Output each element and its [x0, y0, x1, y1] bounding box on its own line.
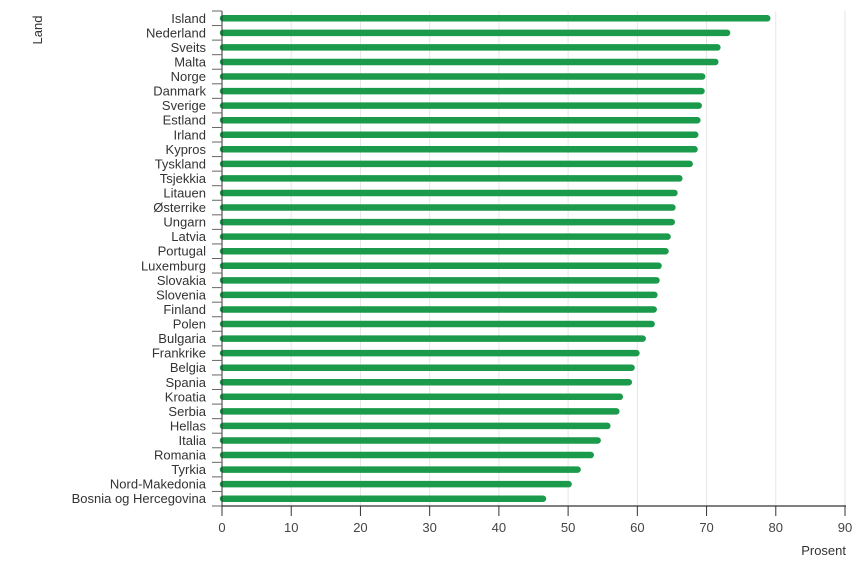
x-tick-label: 80	[769, 520, 783, 535]
category-label: Polen	[173, 317, 206, 332]
gridlines	[290, 11, 846, 506]
category-label: Danmark	[153, 84, 206, 99]
category-label: Spania	[166, 375, 207, 390]
y-axis-labels: IslandNederlandSveitsMaltaNorgeDanmarkSv…	[72, 10, 223, 507]
x-tick-label: 0	[218, 520, 225, 535]
category-label: Luxemburg	[141, 258, 206, 273]
category-label: Belgia	[170, 360, 207, 375]
x-tick-label: 50	[561, 520, 575, 535]
x-tick-label: 40	[492, 520, 506, 535]
bars	[219, 15, 771, 502]
category-label: Italia	[179, 433, 207, 448]
category-label: Romania	[154, 448, 207, 463]
category-label: Nederland	[146, 25, 206, 40]
y-axis-title: Land	[30, 16, 45, 45]
category-label: Irland	[173, 127, 206, 142]
category-label: Litauen	[163, 185, 206, 200]
category-label: Østerrike	[153, 200, 206, 215]
category-label: Tyrkia	[171, 462, 206, 477]
category-label: Nord-Makedonia	[110, 477, 207, 492]
category-label: Latvia	[171, 229, 206, 244]
category-label: Malta	[174, 54, 207, 69]
category-label: Slovakia	[157, 273, 207, 288]
category-label: Tyskland	[155, 156, 206, 171]
category-label: Hellas	[170, 418, 207, 433]
x-tick-label: 70	[699, 520, 713, 535]
x-axis: 0 10 20 30 40 50 60 70 80 90	[218, 505, 852, 535]
category-label: Portugal	[158, 244, 207, 259]
category-label: Finland	[163, 302, 206, 317]
category-label: Island	[171, 11, 206, 26]
category-label: Frankrike	[152, 346, 206, 361]
x-tick-label: 60	[630, 520, 644, 535]
category-label: Tsjekkia	[160, 171, 207, 186]
category-label: Kypros	[166, 142, 207, 157]
category-label: Bulgaria	[158, 331, 206, 346]
category-label: Serbia	[168, 404, 206, 419]
x-tick-label: 10	[284, 520, 298, 535]
category-label: Kroatia	[165, 389, 207, 404]
x-axis-title: Prosent	[801, 543, 846, 558]
category-label: Estland	[163, 113, 206, 128]
x-tick-label: 20	[353, 520, 367, 535]
category-label: Sverige	[162, 98, 206, 113]
category-label: Ungarn	[163, 215, 206, 230]
category-label: Sveits	[171, 40, 207, 55]
x-tick-label: 90	[838, 520, 852, 535]
category-label: Bosnia og Hercegovina	[72, 491, 207, 506]
category-label: Slovenia	[156, 287, 207, 302]
category-label: Norge	[171, 69, 206, 84]
x-tick-label: 30	[422, 520, 436, 535]
